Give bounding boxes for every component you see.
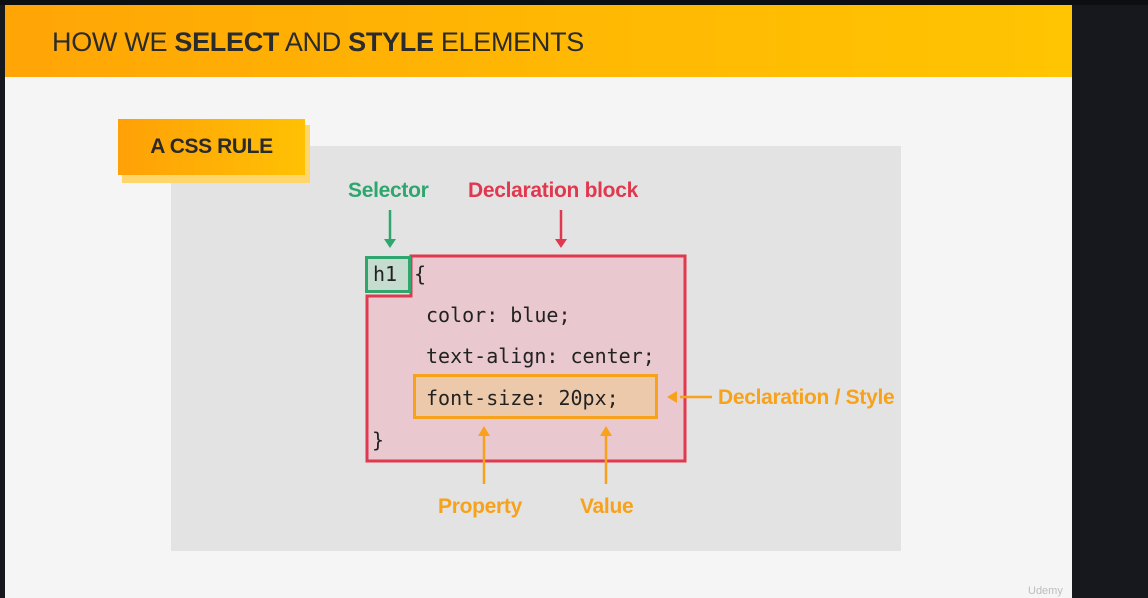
player-sidebar [1072,5,1148,598]
property-arrowhead [478,426,490,436]
section-badge: A CSS RULE [118,119,305,175]
code-line-color: color: blue; [426,303,571,327]
slide-header: HOW WE SELECT AND STYLE ELEMENTS [5,5,1072,77]
css-rule-diagram [365,210,712,484]
declaration-arrowhead [667,391,677,403]
top-edge [0,0,1148,5]
selector-box [365,256,411,293]
code-line-font-size: font-size: 20px; [426,386,619,410]
code-line-text-align: text-align: center; [426,344,655,368]
property-label: Property [438,495,522,518]
declaration-block-label: Declaration block [468,179,638,202]
declaration-label: Declaration / Style [718,386,895,409]
value-label: Value [580,495,634,518]
code-close-brace: } [372,428,385,452]
declaration-block-arrowhead [555,239,567,248]
value-arrowhead [600,426,612,436]
slide-title: HOW WE SELECT AND STYLE ELEMENTS [52,27,584,57]
slide: HOW WE SELECT AND STYLE ELEMENTS A CSS R… [5,5,1072,598]
code-open-brace: { [414,262,427,286]
udemy-watermark: Udemy [1028,585,1063,597]
declaration-box [413,374,658,419]
selector-label: Selector [348,179,429,202]
code-selector: h1 [373,262,398,286]
selector-arrowhead [384,239,396,248]
